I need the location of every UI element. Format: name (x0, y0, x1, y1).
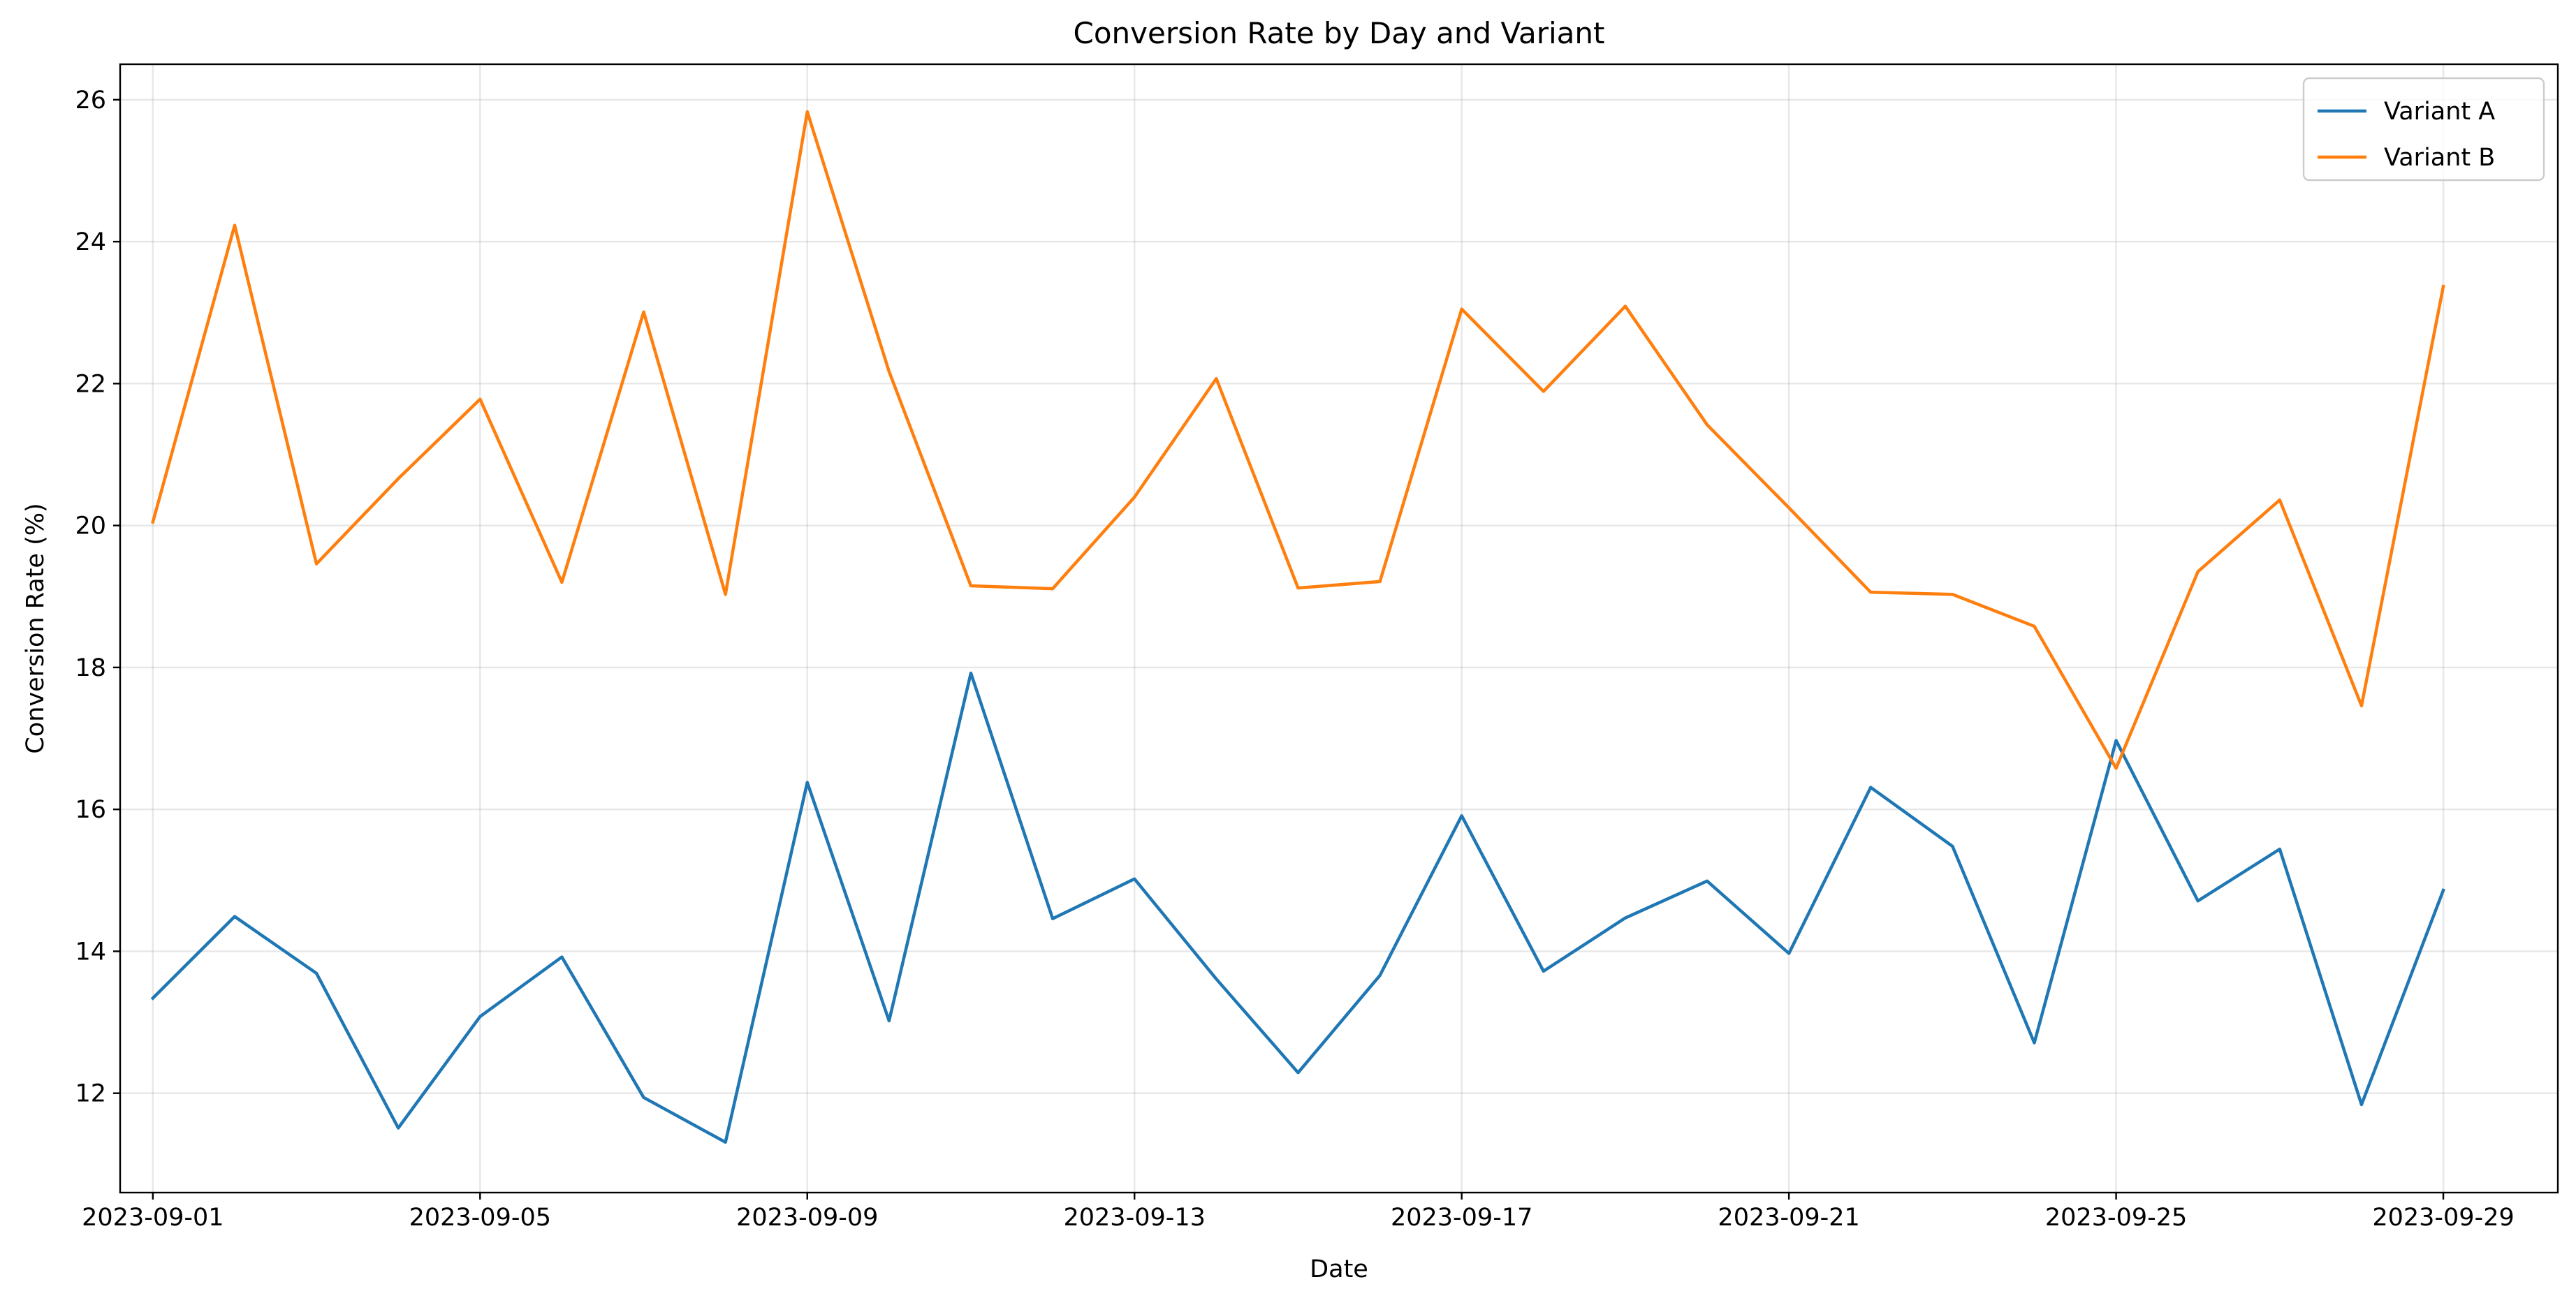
series-lines (150, 110, 2445, 1144)
legend-box (2302, 77, 2545, 182)
x-tick-label: 2023-09-29 (2372, 1204, 2514, 1232)
y-tick-label: 26 (75, 87, 106, 115)
x-tick-label: 2023-09-13 (1064, 1204, 1206, 1232)
y-tick-label: 12 (75, 1080, 106, 1108)
x-tick-label: 2023-09-25 (2045, 1204, 2187, 1232)
x-tick-label: 2023-09-17 (1391, 1204, 1532, 1232)
x-axis-label: Date (1310, 1255, 1368, 1283)
y-tick-label: 16 (75, 796, 106, 824)
plot-area-frame (119, 63, 2559, 1194)
y-tick-label: 14 (75, 938, 106, 966)
x-tick-label: 2023-09-21 (1718, 1204, 1859, 1232)
legend: Variant A Variant B (2302, 77, 2545, 182)
x-tick-label: 2023-09-09 (736, 1204, 878, 1232)
legend-label: Variant A (2384, 98, 2495, 126)
axis-ticks: 2023-09-01 2023-09-05 2023-09-09 2023-09-13… (75, 87, 2514, 1232)
x-tick-label: 2023-09-01 (82, 1204, 224, 1232)
grid (120, 64, 2558, 1193)
y-tick-label: 20 (75, 513, 106, 540)
legend-label: Variant B (2384, 144, 2495, 172)
chart-title: Conversion Rate by Day and Variant (1074, 16, 1605, 50)
y-tick-label: 18 (75, 654, 106, 682)
series-line-variant-a (150, 671, 2445, 1144)
y-tick-label: 22 (75, 370, 106, 398)
x-tick-label: 2023-09-05 (409, 1204, 551, 1232)
series-line-variant-b (151, 110, 2445, 770)
y-tick-label: 24 (75, 228, 106, 256)
y-axis-label: Conversion Rate (%) (22, 503, 50, 753)
